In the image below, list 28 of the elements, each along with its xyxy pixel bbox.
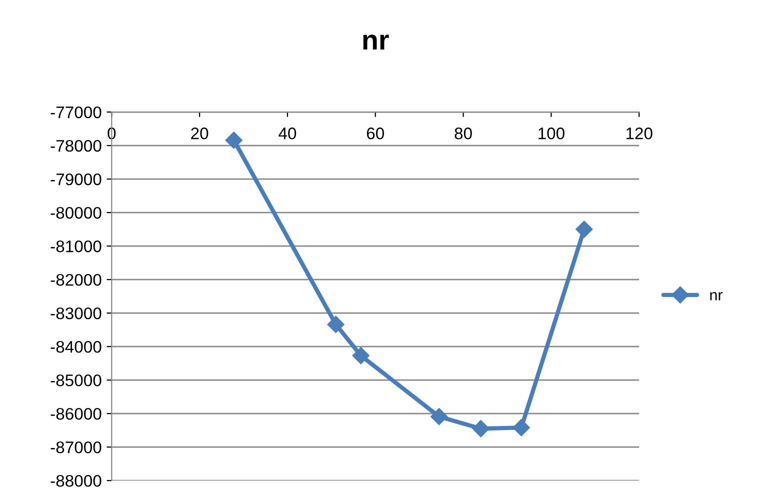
point xyxy=(327,316,344,334)
point xyxy=(472,420,490,438)
point xyxy=(430,408,448,426)
x-tick-label: 0 xyxy=(108,128,116,140)
y-tick-label: -86000 xyxy=(50,408,102,420)
x-tick-label: 40 xyxy=(278,128,296,140)
chart-title: nr xyxy=(363,34,389,50)
x-tick-label: 60 xyxy=(366,128,384,140)
x-tick-label: 20 xyxy=(191,128,208,140)
y-tick-label: -77000 xyxy=(50,106,102,118)
point xyxy=(512,419,530,436)
y-tick-label: -85000 xyxy=(50,374,102,386)
y-tick-label: -83000 xyxy=(50,307,102,320)
point xyxy=(225,132,242,149)
y-tick-label: -79000 xyxy=(50,173,102,186)
x-tick-label: 100 xyxy=(538,128,564,140)
point xyxy=(352,347,370,364)
y-tick-label: -81000 xyxy=(50,240,102,252)
y-tick-label: -80000 xyxy=(50,206,102,219)
x-tick-label: 80 xyxy=(454,128,472,140)
x-tick-label: 120 xyxy=(626,128,652,140)
y-tick-label: -87000 xyxy=(50,441,102,454)
y-tick-label: -82000 xyxy=(50,274,102,286)
y-tick-label: -84000 xyxy=(50,340,102,353)
y-tick-label: -88000 xyxy=(50,474,102,487)
point xyxy=(576,220,593,238)
y-tick-label: -78000 xyxy=(50,140,102,152)
legend-label: nr xyxy=(710,292,723,300)
